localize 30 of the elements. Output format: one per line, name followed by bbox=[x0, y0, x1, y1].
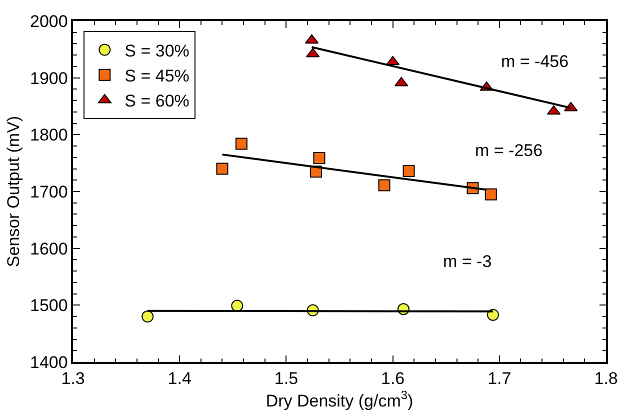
legend-label: S = 45% bbox=[124, 66, 190, 86]
y-tick-label: 1700 bbox=[30, 182, 68, 202]
point bbox=[216, 162, 228, 175]
point bbox=[306, 48, 320, 58]
x-tick-label: 1.5 bbox=[274, 369, 298, 388]
y-tick-label: 1900 bbox=[30, 68, 68, 88]
x-axis-title: Dry Density (g/cm$^{3}$) bbox=[266, 388, 414, 410]
annotation: m = -256 bbox=[475, 141, 543, 160]
point bbox=[235, 138, 248, 150]
annotation: m = -456 bbox=[501, 52, 569, 71]
y-axis-title: Sensor Output (mV) bbox=[4, 116, 24, 268]
y-tick-label: 2000 bbox=[30, 12, 68, 31]
legend-label: S = 60% bbox=[124, 92, 190, 111]
y-tick-label: 1800 bbox=[30, 126, 68, 145]
point bbox=[487, 308, 499, 321]
point bbox=[402, 165, 415, 178]
x-tick-label: 1.6 bbox=[380, 369, 405, 388]
y-tick-label: 1400 bbox=[30, 352, 68, 372]
x-tick-label: 1.8 bbox=[594, 369, 618, 388]
y-tick-label: 1500 bbox=[30, 296, 68, 316]
point bbox=[484, 188, 497, 200]
point bbox=[142, 310, 154, 323]
point bbox=[313, 152, 326, 164]
x-tick-label: 1.4 bbox=[168, 369, 192, 388]
point bbox=[378, 179, 390, 192]
y-tick-label: 1600 bbox=[30, 239, 68, 258]
x-tick-label: 1.7 bbox=[488, 369, 512, 388]
x-tick-label: 1.3 bbox=[61, 369, 85, 388]
legend-label: S = 30% bbox=[124, 41, 190, 60]
annotation: m = -3 bbox=[443, 252, 492, 271]
